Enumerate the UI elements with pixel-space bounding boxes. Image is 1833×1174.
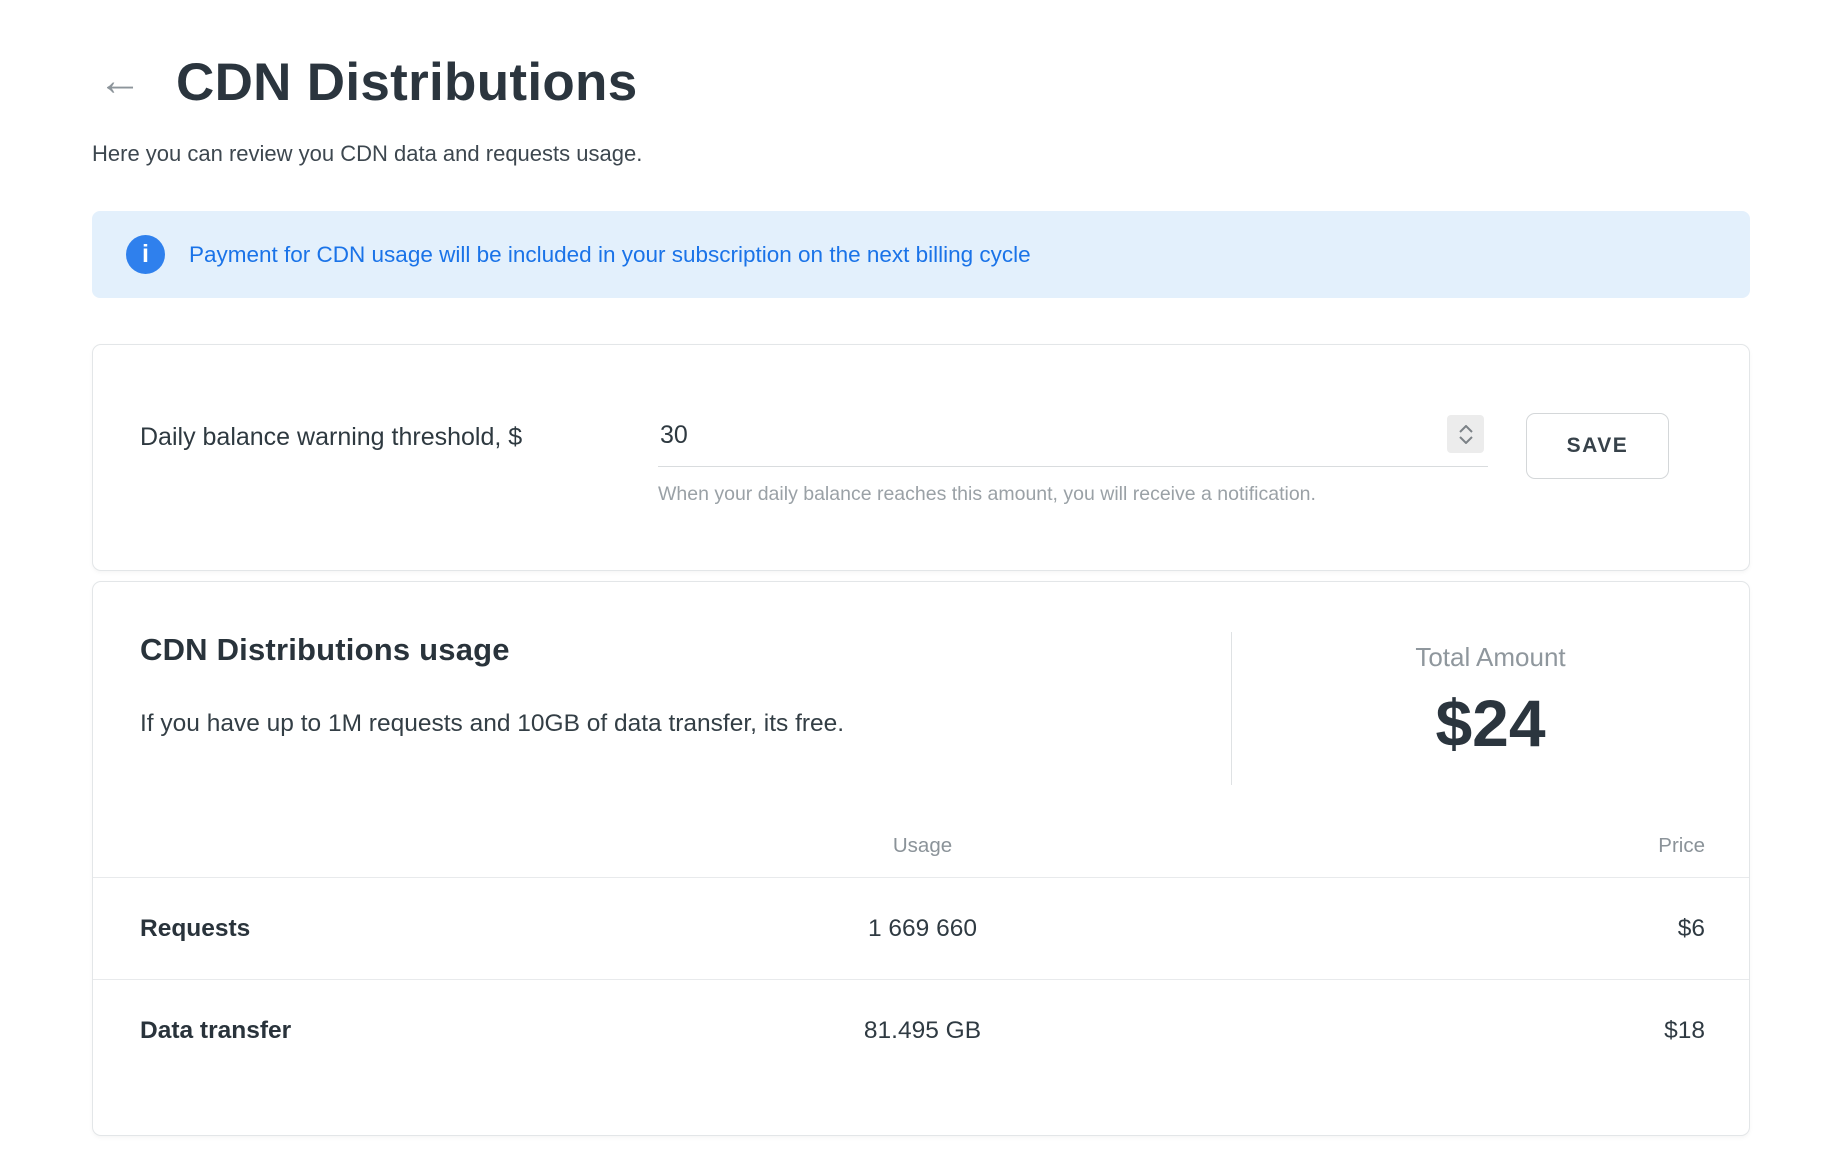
usage-card-title: CDN Distributions usage [140, 632, 510, 667]
threshold-input-group: When your daily balance reaches this amo… [658, 415, 1488, 506]
row-label: Requests [140, 914, 251, 942]
page-subtitle: Here you can review you CDN data and req… [92, 141, 643, 166]
row-usage-value: 1 669 660 [867, 914, 977, 942]
row-usage-value: 81.495 GB [863, 1016, 982, 1044]
row-price-value: $6 [1677, 914, 1705, 942]
info-icon: i [126, 235, 165, 274]
table-row-data-transfer: Data transfer 81.495 GB $18 [93, 979, 1749, 1081]
row-label: Data transfer [140, 1016, 292, 1044]
number-stepper[interactable] [1447, 415, 1484, 453]
usage-table-header: Usage Price [93, 815, 1749, 877]
header-price: Price [1658, 834, 1705, 857]
total-amount-panel: Total Amount $24 [1231, 632, 1749, 785]
usage-summary: CDN Distributions usage If you have up t… [93, 582, 1749, 785]
usage-summary-left: CDN Distributions usage If you have up t… [140, 632, 1231, 785]
total-amount-value: $24 [1435, 686, 1546, 760]
header-usage: Usage [892, 834, 953, 857]
threshold-label: Daily balance warning threshold, $ [140, 423, 523, 451]
row-price-value: $18 [1664, 1016, 1705, 1044]
billing-info-banner: i Payment for CDN usage will be included… [92, 211, 1750, 298]
usage-table: Usage Price Requests 1 669 660 $6 Data t… [93, 815, 1749, 1081]
back-arrow-icon[interactable]: ← [98, 55, 142, 105]
cdn-distributions-page: ← CDN Distributions Here you can review … [92, 52, 1750, 1136]
chevron-down-icon[interactable] [1458, 435, 1473, 444]
page-header: ← CDN Distributions [98, 52, 1750, 113]
threshold-helper-text: When your daily balance reaches this amo… [658, 483, 1316, 505]
table-row-requests: Requests 1 669 660 $6 [93, 877, 1749, 979]
usage-free-tier-note: If you have up to 1M requests and 10GB o… [140, 710, 845, 737]
usage-card: CDN Distributions usage If you have up t… [92, 581, 1750, 1136]
threshold-row: Daily balance warning threshold, $ When … [140, 413, 1669, 506]
save-button[interactable]: SAVE [1526, 413, 1669, 479]
total-amount-label: Total Amount [1415, 642, 1566, 672]
chevron-up-icon[interactable] [1458, 424, 1473, 433]
threshold-input[interactable] [658, 415, 1488, 467]
threshold-card: Daily balance warning threshold, $ When … [92, 344, 1750, 571]
page-title: CDN Distributions [176, 53, 638, 112]
banner-text: Payment for CDN usage will be included i… [189, 241, 1031, 267]
